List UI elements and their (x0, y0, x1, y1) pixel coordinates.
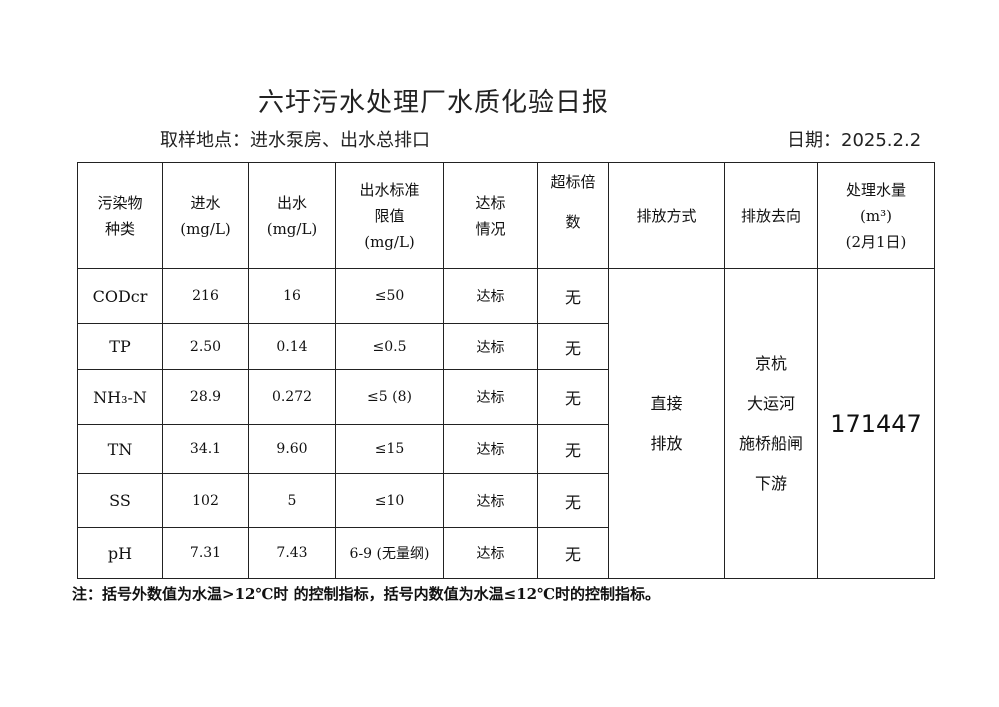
cell-limit: ≤10 (335, 473, 444, 528)
cell-name: TN (77, 424, 163, 474)
cell-in: 102 (162, 473, 249, 528)
header-row: 污染物 种类 进水 (mg/L) 出水 (mg/L) 出水标准 限值 (mg/L) 达标情… (77, 162, 935, 269)
cell-limit: ≤15 (335, 424, 444, 474)
header-influent: 进水 (mg/L) (162, 162, 249, 269)
header-pollutant: 污染物 种类 (77, 162, 163, 269)
table-row: pH 7.31 7.43 6-9 (无量纲) 达标无 (77, 527, 935, 579)
header-limit: 出水标准 限值 (mg/L) (335, 162, 444, 269)
cell-out: 16 (248, 268, 336, 324)
cell-name: TP (77, 323, 163, 370)
cell-status: 达标 (443, 424, 538, 474)
cell-limit: ≤5 (8) (335, 369, 444, 425)
table-row: NH₃-N 28.9 0.272 ≤5 (8) 达标无 (77, 369, 935, 425)
cell-limit: ≤0.5 (335, 323, 444, 370)
discharge-destination: 京杭 大运河 施桥船闸 下游 (724, 268, 818, 579)
sampling-site: 取样地点：进水泵房、出水总排口 (160, 130, 430, 151)
discharge-mode: 直接 排放 (608, 268, 725, 579)
header-discharge-mode: 排放方式 (608, 162, 725, 269)
cell-in: 34.1 (162, 424, 249, 474)
cell-limit: ≤50 (335, 268, 444, 324)
cell-exceed: 无 (537, 424, 609, 474)
cell-in: 28.9 (162, 369, 249, 425)
cell-status: 达标 (443, 268, 538, 324)
table-row: SS 102 5 ≤10 达标无 (77, 473, 935, 528)
table-row: CODcr 216 16 ≤50 达标无直接 排放 京杭 大运河 施桥船闸 下游 171447 (77, 268, 935, 579)
cell-out: 0.14 (248, 323, 336, 370)
treated-volume: 171447 (817, 268, 935, 579)
header-discharge-dest: 排放去向 (724, 162, 818, 269)
cell-status: 达标 (443, 473, 538, 528)
cell-exceed: 无 (537, 527, 609, 579)
footnote: 注：括号外数值为水温>12℃时 的控制指标，括号内数值为水温≤12℃时的控制指标… (72, 585, 661, 603)
cell-exceed: 无 (537, 369, 609, 425)
cell-out: 0.272 (248, 369, 336, 425)
cell-status: 达标 (443, 323, 538, 370)
cell-out: 9.60 (248, 424, 336, 474)
table-row: TN 34.1 9.60 ≤15 达标无 (77, 424, 935, 474)
cell-exceed: 无 (537, 323, 609, 370)
cell-in: 7.31 (162, 527, 249, 579)
cell-name: NH₃-N (77, 369, 163, 425)
header-effluent: 出水 (mg/L) (248, 162, 336, 269)
cell-name: pH (77, 527, 163, 579)
cell-out: 5 (248, 473, 336, 528)
header-compliance: 达标 情况 (443, 162, 538, 269)
cell-limit: 6-9 (无量纲) (335, 527, 444, 579)
cell-in: 2.50 (162, 323, 249, 370)
cell-status: 达标 (443, 369, 538, 425)
cell-out: 7.43 (248, 527, 336, 579)
report-title: 六圩污水处理厂水质化验日报 (258, 88, 610, 118)
cell-exceed: 无 (537, 473, 609, 528)
water-quality-table: 污染物 种类 进水 (mg/L) 出水 (mg/L) 出水标准 限值 (mg/L) 达标情… (77, 162, 935, 579)
cell-exceed: 无 (537, 268, 609, 324)
cell-in: 216 (162, 268, 249, 324)
cell-status: 达标 (443, 527, 538, 579)
cell-name: CODcr (77, 268, 163, 324)
report-date: 日期：2025.2.2 (787, 130, 922, 151)
header-volume: 处理水量 (m³) (2月1日) (817, 162, 935, 269)
table-row: TP 2.50 0.14 ≤0.5 达标无 (77, 323, 935, 370)
cell-name: SS (77, 473, 163, 528)
header-exceed: 超标倍数 (537, 162, 609, 269)
